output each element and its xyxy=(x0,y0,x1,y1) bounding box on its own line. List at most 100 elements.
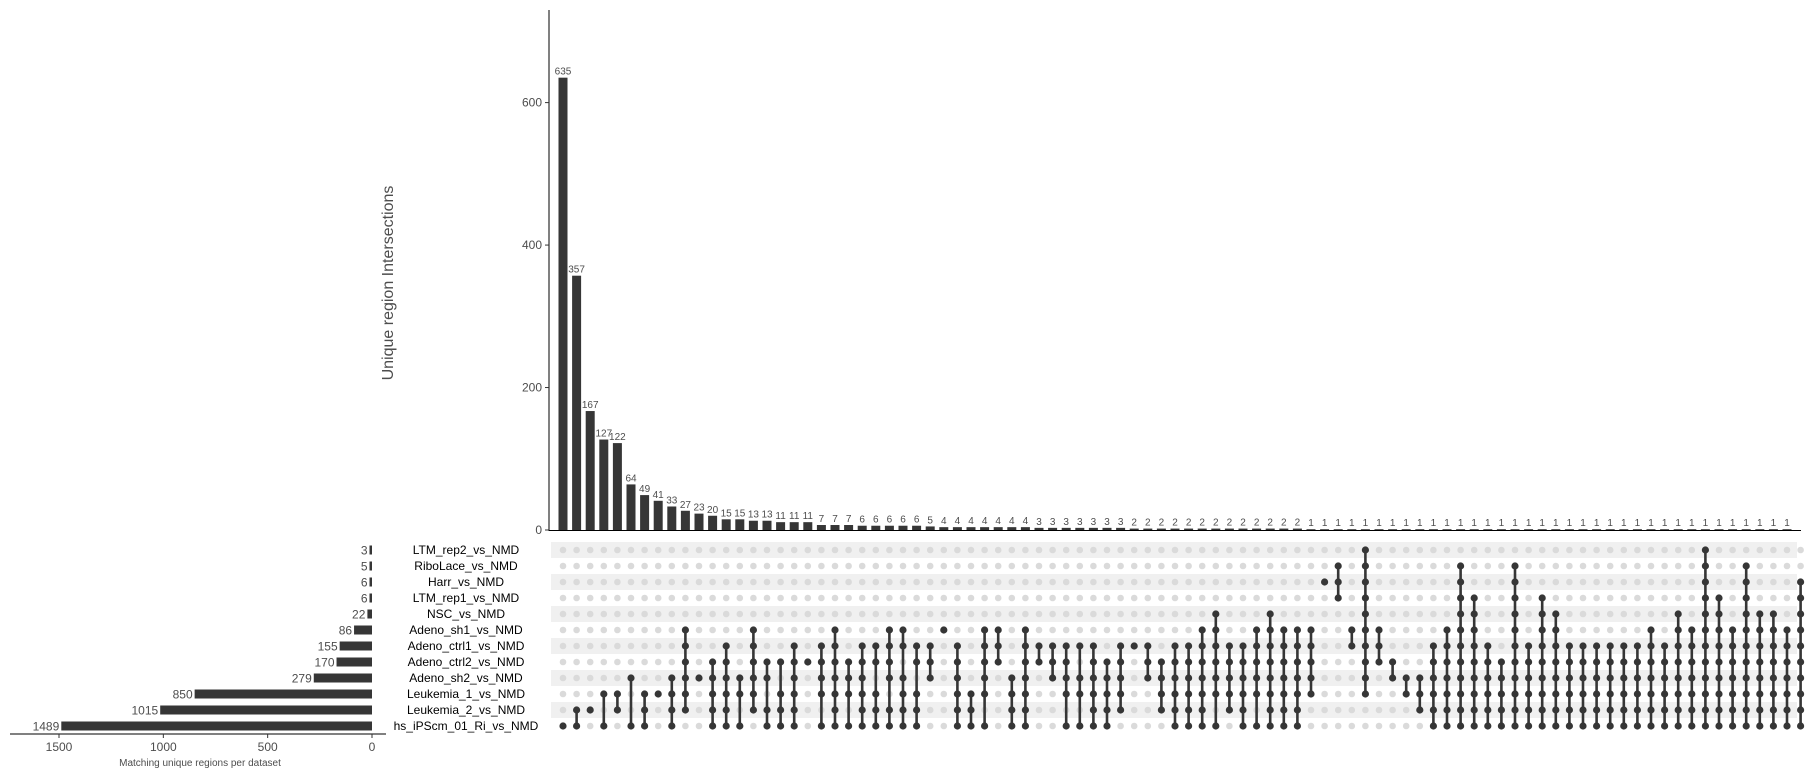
intersection-bar xyxy=(912,525,922,530)
intersection-bar xyxy=(1170,528,1180,530)
matrix-dot-inactive xyxy=(913,610,920,618)
matrix-dot-inactive xyxy=(1606,546,1614,554)
matrix-dot-active xyxy=(981,626,989,634)
matrix-dot-inactive xyxy=(1130,706,1138,714)
matrix-dot-inactive xyxy=(1212,578,1220,586)
matrix-dot-active xyxy=(1538,594,1546,602)
matrix-dot-active xyxy=(1701,626,1709,634)
matrix-dot-inactive xyxy=(872,562,880,570)
matrix-dot-inactive xyxy=(981,594,988,602)
intersection-bar-label: 357 xyxy=(568,265,585,276)
intersection-bar-label: 4 xyxy=(1023,516,1029,527)
intersection-bar xyxy=(1061,527,1071,530)
intersection-bar-label: 4 xyxy=(982,516,988,527)
matrix-dot-active xyxy=(1797,674,1805,682)
matrix-dot-active xyxy=(1321,578,1329,586)
matrix-dot-active xyxy=(1198,626,1206,634)
matrix-dot-active xyxy=(1144,658,1152,666)
intersection-bar-label: 41 xyxy=(653,490,665,501)
matrix-dot-inactive xyxy=(1593,578,1600,586)
matrix-dot-active xyxy=(981,674,989,682)
matrix-dot-inactive xyxy=(559,690,567,698)
matrix-dot-inactive xyxy=(1022,594,1029,602)
matrix-dot-inactive xyxy=(1022,546,1029,554)
matrix-dot-active xyxy=(1198,706,1206,714)
matrix-dot-inactive xyxy=(1593,594,1600,602)
intersection-bar-label: 2 xyxy=(1131,518,1137,529)
set-size-bar xyxy=(369,545,372,555)
intersection-bar-label: 1 xyxy=(1662,518,1668,529)
matrix-dot-inactive xyxy=(1579,578,1587,586)
matrix-dot-active xyxy=(1756,722,1764,730)
matrix-dot-active xyxy=(1674,610,1682,618)
matrix-dot-inactive xyxy=(1117,722,1124,730)
y-axis-label: Unique region Intersections xyxy=(380,186,397,381)
matrix-dot-inactive xyxy=(614,626,621,634)
intersection-bar xyxy=(1265,528,1275,530)
intersection-bar xyxy=(762,520,772,530)
matrix-dot-inactive xyxy=(586,562,594,570)
matrix-dot-active xyxy=(1239,706,1247,714)
intersection-bar-label: 4 xyxy=(968,516,974,527)
matrix-dot-inactive xyxy=(845,562,852,570)
matrix-dot-inactive xyxy=(695,562,703,570)
intersection-bar-label: 15 xyxy=(734,508,746,519)
matrix-dot-active xyxy=(1266,706,1274,714)
matrix-dot-inactive xyxy=(695,690,703,698)
matrix-dot-active xyxy=(1117,706,1125,714)
intersection-bar-label: 4 xyxy=(955,516,961,527)
matrix-dot-inactive xyxy=(1158,722,1165,730)
matrix-dot-active xyxy=(1538,690,1546,698)
matrix-dot-active xyxy=(1497,690,1505,698)
matrix-dot-active xyxy=(1647,690,1655,698)
matrix-dot-active xyxy=(1688,706,1696,714)
matrix-dot-active xyxy=(736,690,744,698)
matrix-dot-inactive xyxy=(1402,578,1410,586)
matrix-dot-inactive xyxy=(1770,562,1777,570)
matrix-dot-active xyxy=(953,706,962,714)
matrix-dot-inactive xyxy=(899,610,907,618)
matrix-dot-active xyxy=(872,642,880,650)
matrix-dot-active xyxy=(681,706,690,714)
intersection-bar xyxy=(803,522,813,530)
matrix-dot-inactive xyxy=(818,562,825,570)
matrix-dot-inactive xyxy=(1117,594,1124,602)
matrix-dot-inactive xyxy=(654,658,662,666)
matrix-dot-active xyxy=(1416,674,1424,682)
matrix-dot-inactive xyxy=(1620,610,1628,618)
intersection-bar-label: 1 xyxy=(1322,518,1328,529)
matrix-dot-inactive xyxy=(1144,722,1152,730)
matrix-dot-inactive xyxy=(1239,578,1247,586)
set-label: RiboLace_vs_NMD xyxy=(414,559,518,573)
intersection-bar-label: 2 xyxy=(1145,518,1151,529)
intersection-bar-label: 64 xyxy=(625,473,637,484)
matrix-dot-active xyxy=(872,658,880,666)
matrix-dot-active xyxy=(1729,706,1737,714)
matrix-dot-active xyxy=(1185,722,1193,730)
matrix-dot-inactive xyxy=(940,594,948,602)
matrix-dot-active xyxy=(709,674,717,682)
matrix-dot-inactive xyxy=(858,594,866,602)
matrix-dot-inactive xyxy=(1185,626,1192,634)
matrix-dot-inactive xyxy=(682,594,689,602)
matrix-dot-active xyxy=(1021,722,1029,730)
matrix-dot-active xyxy=(668,690,676,698)
intersection-bar-label: 1 xyxy=(1431,518,1437,529)
intersection-bar xyxy=(612,443,622,530)
matrix-dot-inactive xyxy=(709,594,716,602)
intersection-bar xyxy=(1088,527,1098,530)
matrix-dot-active xyxy=(1457,642,1465,650)
intersection-bar xyxy=(1510,529,1520,530)
set-size-label: 155 xyxy=(318,640,338,654)
matrix-dot-inactive xyxy=(1498,642,1505,650)
matrix-dot-active xyxy=(1185,690,1193,698)
matrix-dot-inactive xyxy=(818,626,825,634)
matrix-dot-inactive xyxy=(1375,578,1383,586)
matrix-dot-inactive xyxy=(614,546,621,554)
matrix-dot-inactive xyxy=(1498,578,1505,586)
matrix-dot-inactive xyxy=(804,674,812,682)
set-size-bar xyxy=(61,721,372,731)
intersection-bar xyxy=(748,520,758,530)
matrix-dot-inactive xyxy=(1552,578,1560,586)
matrix-dot-active xyxy=(1593,642,1601,650)
